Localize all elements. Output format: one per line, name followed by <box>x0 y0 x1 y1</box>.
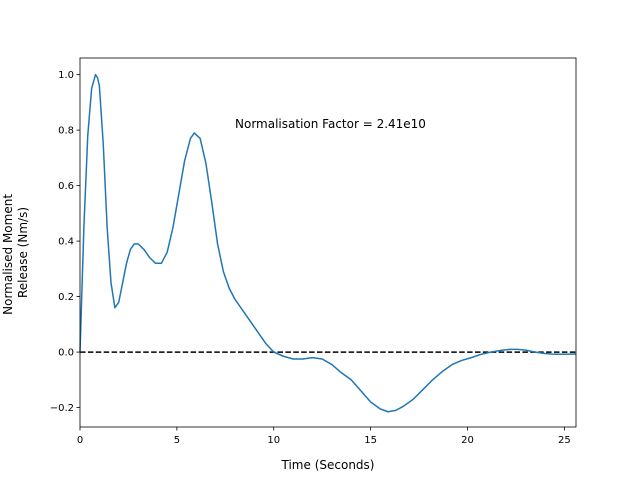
y-tick-label: 0.8 <box>58 126 74 137</box>
x-tick-label: 25 <box>558 435 571 446</box>
x-tick-label: 10 <box>267 435 280 446</box>
x-axis-title: Time (Seconds) <box>281 458 375 472</box>
series-line-0 <box>79 73 577 413</box>
chart-axes: 0 5 10 15 20 25 −0.2 0.0 0.2 0.4 0.6 0.8 1.0 <box>50 70 571 446</box>
x-tick-label: 0 <box>77 435 83 446</box>
y-tick-label: 0.2 <box>58 292 74 303</box>
y-axis-title-line-1: Normalised Moment <box>1 194 15 315</box>
plot-frame <box>79 57 577 428</box>
chart-marks <box>79 73 577 413</box>
plot-background <box>80 58 576 427</box>
y-tick-label: 0.0 <box>58 348 74 359</box>
x-tick-label: 20 <box>461 435 474 446</box>
chart-annotation: Normalisation Factor = 2.41e10 <box>235 117 426 131</box>
x-tick-label: 15 <box>364 435 377 446</box>
y-axis-title-line-2: Release (Nm/s) <box>16 207 30 298</box>
y-tick-label: 1.0 <box>58 70 74 81</box>
y-tick-label: 0.6 <box>58 181 74 192</box>
x-tick-label: 5 <box>174 435 180 446</box>
y-tick-label: 0.4 <box>58 237 74 248</box>
y-tick-label: −0.2 <box>50 403 74 414</box>
y-axis-title: Normalised Moment Release (Nm/s) <box>1 190 30 315</box>
